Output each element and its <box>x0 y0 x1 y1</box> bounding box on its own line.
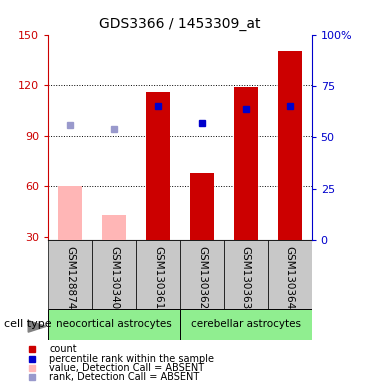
Bar <box>180 309 312 340</box>
Text: GSM130363: GSM130363 <box>241 245 251 309</box>
Bar <box>102 215 126 240</box>
Bar <box>58 186 82 240</box>
Text: cell type: cell type <box>4 319 51 329</box>
Bar <box>234 87 258 240</box>
Bar <box>48 240 92 309</box>
Text: GSM130362: GSM130362 <box>197 245 207 309</box>
Bar <box>48 309 180 340</box>
Bar <box>190 173 214 240</box>
Text: percentile rank within the sample: percentile rank within the sample <box>49 354 214 364</box>
Text: GSM128874: GSM128874 <box>65 245 75 309</box>
Bar <box>146 92 170 240</box>
Text: rank, Detection Call = ABSENT: rank, Detection Call = ABSENT <box>49 372 200 382</box>
Bar <box>278 51 302 240</box>
Text: GSM130361: GSM130361 <box>153 245 163 309</box>
Bar <box>136 240 180 309</box>
Text: count: count <box>49 344 77 354</box>
Text: cerebellar astrocytes: cerebellar astrocytes <box>191 319 301 329</box>
Bar <box>92 240 136 309</box>
Text: neocortical astrocytes: neocortical astrocytes <box>56 319 172 329</box>
Text: GSM130340: GSM130340 <box>109 245 119 309</box>
Bar <box>224 240 268 309</box>
Bar <box>268 240 312 309</box>
Text: GSM130364: GSM130364 <box>285 245 295 309</box>
Bar <box>180 240 224 309</box>
Title: GDS3366 / 1453309_at: GDS3366 / 1453309_at <box>99 17 261 31</box>
Text: value, Detection Call = ABSENT: value, Detection Call = ABSENT <box>49 363 204 373</box>
Polygon shape <box>28 321 46 332</box>
